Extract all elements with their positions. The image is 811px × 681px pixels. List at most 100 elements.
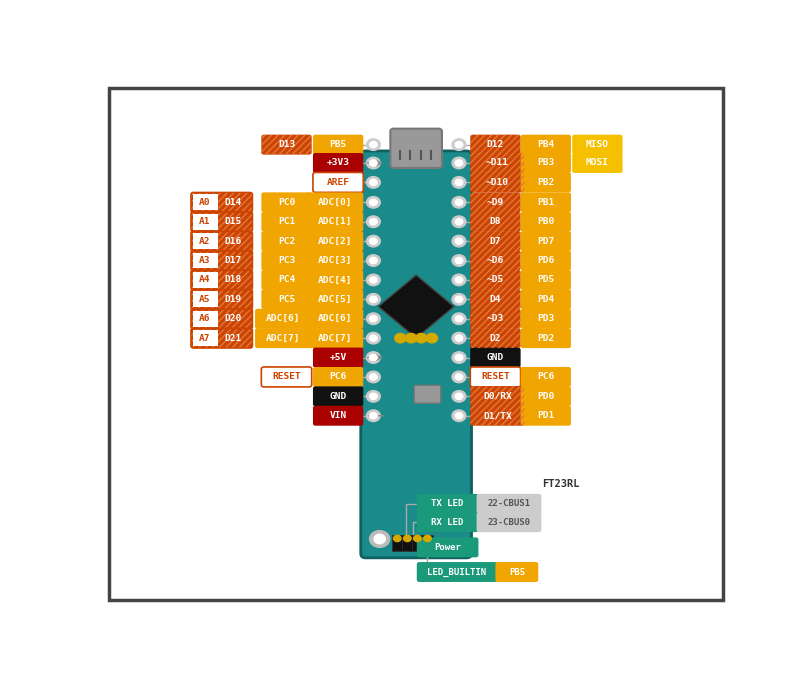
Text: D16: D16 xyxy=(224,236,242,246)
Circle shape xyxy=(403,535,410,541)
Text: PC0: PC0 xyxy=(277,197,294,207)
Text: D19: D19 xyxy=(224,295,242,304)
FancyBboxPatch shape xyxy=(312,153,363,173)
FancyBboxPatch shape xyxy=(312,347,363,368)
Text: D14: D14 xyxy=(224,197,242,207)
Circle shape xyxy=(366,236,380,247)
FancyBboxPatch shape xyxy=(414,385,440,403)
Text: A2: A2 xyxy=(199,236,210,246)
FancyBboxPatch shape xyxy=(307,308,363,329)
Circle shape xyxy=(452,255,466,266)
FancyBboxPatch shape xyxy=(261,270,311,290)
Text: PD4: PD4 xyxy=(537,295,554,304)
Circle shape xyxy=(366,176,380,188)
Text: PD5: PD5 xyxy=(537,275,554,285)
Circle shape xyxy=(415,334,427,343)
Text: D0/RX: D0/RX xyxy=(483,392,511,401)
Circle shape xyxy=(455,354,462,361)
Circle shape xyxy=(455,142,462,148)
Circle shape xyxy=(452,294,466,305)
Text: D7: D7 xyxy=(489,236,500,246)
FancyBboxPatch shape xyxy=(470,406,524,426)
Circle shape xyxy=(455,160,462,166)
FancyBboxPatch shape xyxy=(307,328,363,348)
Text: GND: GND xyxy=(487,353,504,362)
Circle shape xyxy=(452,274,466,286)
FancyBboxPatch shape xyxy=(470,172,524,192)
Circle shape xyxy=(455,374,462,380)
Text: ADC[1]: ADC[1] xyxy=(317,217,352,226)
FancyBboxPatch shape xyxy=(261,231,311,251)
Circle shape xyxy=(369,315,376,322)
Text: FT23RL: FT23RL xyxy=(542,479,579,489)
Circle shape xyxy=(455,393,462,400)
Text: D2: D2 xyxy=(489,334,500,343)
Text: LED_BUILTIN: LED_BUILTIN xyxy=(427,567,486,577)
FancyBboxPatch shape xyxy=(261,192,311,212)
Text: ~D11: ~D11 xyxy=(485,159,508,168)
Text: PD0: PD0 xyxy=(537,392,554,401)
FancyBboxPatch shape xyxy=(312,135,363,155)
Text: 22-CBUS1: 22-CBUS1 xyxy=(487,499,530,508)
Circle shape xyxy=(393,535,401,541)
Circle shape xyxy=(369,199,376,206)
Circle shape xyxy=(452,176,466,188)
Text: D21: D21 xyxy=(224,334,242,343)
FancyBboxPatch shape xyxy=(411,535,423,551)
FancyBboxPatch shape xyxy=(307,212,363,232)
Circle shape xyxy=(455,335,462,341)
FancyBboxPatch shape xyxy=(520,328,570,348)
Text: PC6: PC6 xyxy=(537,373,554,381)
FancyBboxPatch shape xyxy=(520,308,570,329)
FancyBboxPatch shape xyxy=(470,289,520,309)
FancyBboxPatch shape xyxy=(520,192,570,212)
Text: PB4: PB4 xyxy=(537,140,554,149)
FancyBboxPatch shape xyxy=(307,289,363,309)
FancyBboxPatch shape xyxy=(416,562,496,582)
Circle shape xyxy=(455,179,462,185)
FancyBboxPatch shape xyxy=(391,535,402,551)
Circle shape xyxy=(455,257,462,264)
FancyBboxPatch shape xyxy=(312,367,363,387)
Text: PD7: PD7 xyxy=(537,236,554,246)
FancyBboxPatch shape xyxy=(520,172,570,192)
Text: A3: A3 xyxy=(199,256,210,265)
Text: PB5: PB5 xyxy=(508,567,524,577)
Circle shape xyxy=(394,334,406,343)
Text: ~D9: ~D9 xyxy=(487,197,504,207)
Circle shape xyxy=(452,332,466,344)
Circle shape xyxy=(366,255,380,266)
Circle shape xyxy=(452,313,466,325)
FancyBboxPatch shape xyxy=(193,330,217,346)
FancyBboxPatch shape xyxy=(520,153,570,173)
FancyBboxPatch shape xyxy=(193,214,217,229)
FancyBboxPatch shape xyxy=(520,135,570,155)
Text: A0: A0 xyxy=(199,197,210,207)
FancyBboxPatch shape xyxy=(470,251,520,270)
Text: AREF: AREF xyxy=(326,178,350,187)
Circle shape xyxy=(366,274,380,286)
Text: A6: A6 xyxy=(199,314,210,323)
Circle shape xyxy=(369,276,376,283)
Text: A5: A5 xyxy=(199,295,210,304)
FancyBboxPatch shape xyxy=(470,308,520,329)
FancyBboxPatch shape xyxy=(495,562,538,582)
Circle shape xyxy=(455,238,462,244)
Circle shape xyxy=(366,216,380,227)
Text: 23-CBUS0: 23-CBUS0 xyxy=(487,518,530,526)
FancyBboxPatch shape xyxy=(261,212,311,232)
Circle shape xyxy=(366,371,380,383)
FancyBboxPatch shape xyxy=(312,386,363,407)
Circle shape xyxy=(369,160,376,166)
FancyBboxPatch shape xyxy=(470,367,520,387)
Text: PC3: PC3 xyxy=(277,256,294,265)
FancyBboxPatch shape xyxy=(520,289,570,309)
Circle shape xyxy=(366,332,380,344)
Text: PC2: PC2 xyxy=(277,236,294,246)
FancyBboxPatch shape xyxy=(416,512,478,532)
Circle shape xyxy=(366,139,380,151)
Text: PD6: PD6 xyxy=(537,256,554,265)
FancyBboxPatch shape xyxy=(261,367,311,387)
Text: ~D5: ~D5 xyxy=(487,275,504,285)
Text: PB2: PB2 xyxy=(537,178,554,187)
